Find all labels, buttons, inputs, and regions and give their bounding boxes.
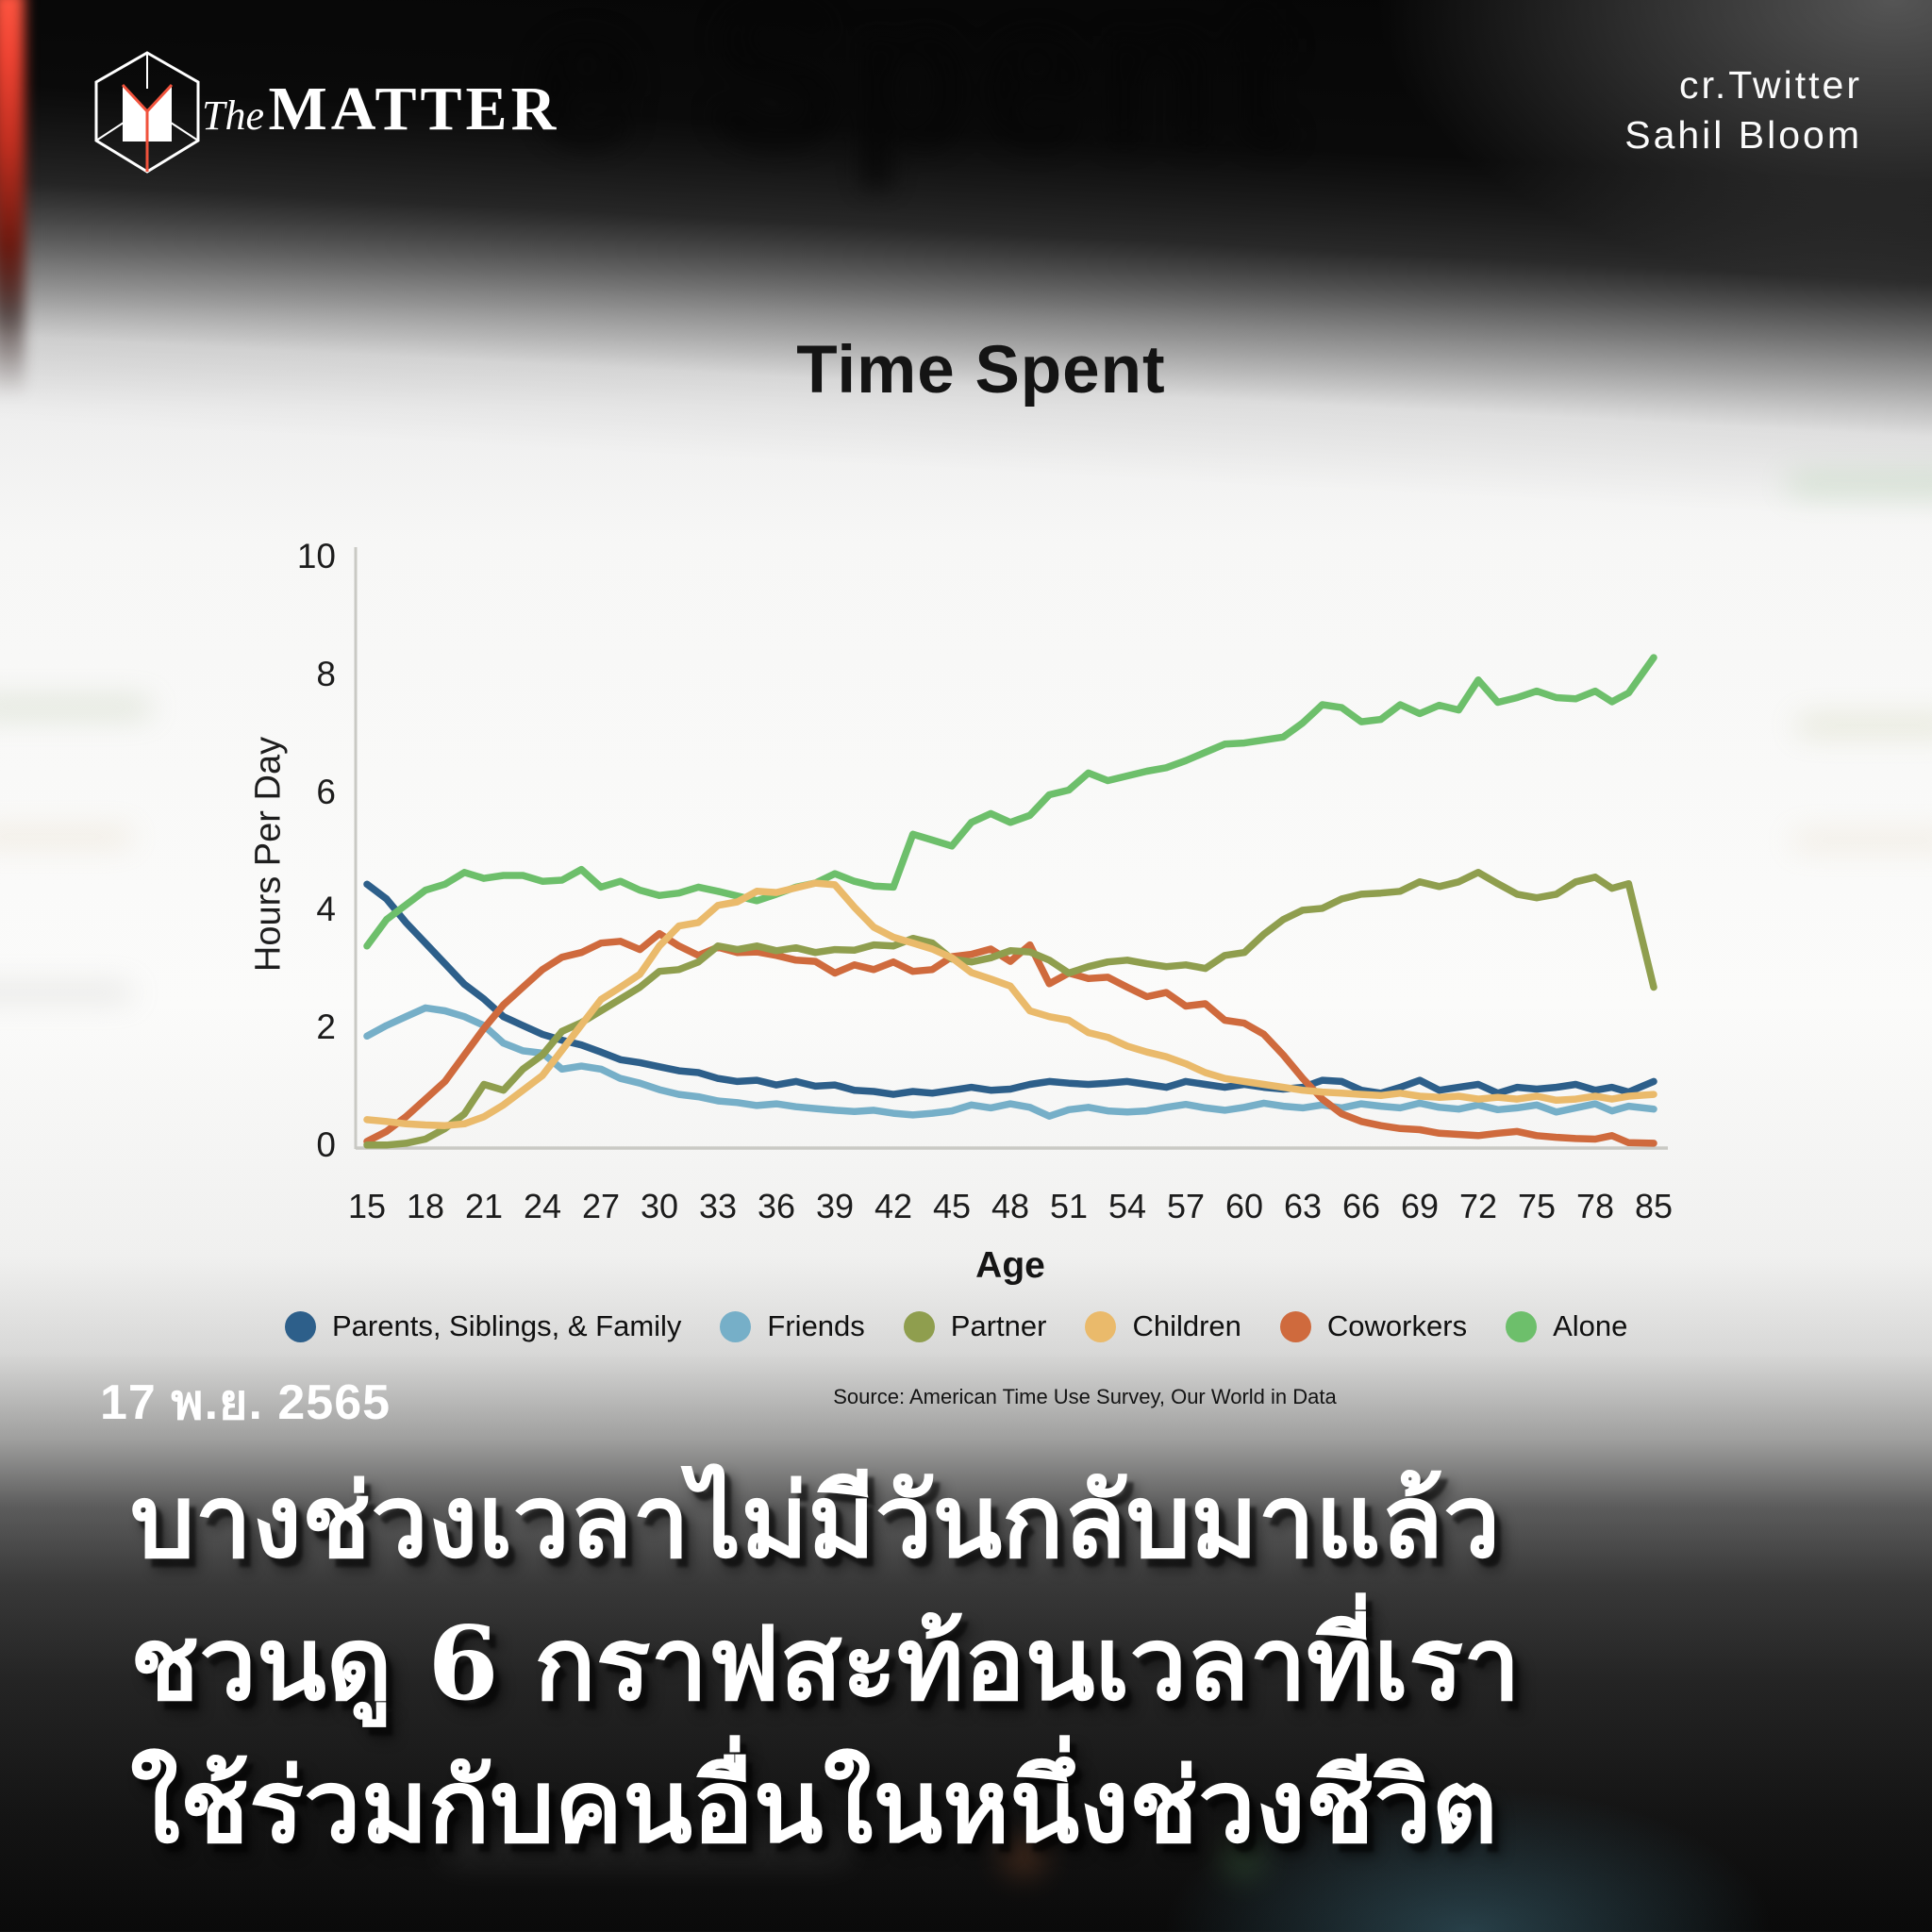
series-line-parents-siblings-family [363,880,1657,1098]
blur-ghost-line [0,700,151,715]
wordmark-matter: MATTER [268,75,560,143]
blur-ghost-line [0,830,132,843]
x-tick-label: 54 [1108,1187,1147,1225]
blur-ghost-line [1792,834,1932,847]
x-tick-label: 36 [757,1187,796,1225]
background-red-stripe [0,0,25,396]
background-blurred-title: e Spent [528,0,1298,189]
y-axis-title: Hours Per Day [248,736,289,973]
legend-label: Alone [1553,1309,1628,1342]
x-tick-label: 15 [347,1187,387,1225]
chart-legend: Parents, Siblings, & Family Friends Partne… [285,1309,1627,1343]
legend-item: Parents, Siblings, & Family [285,1309,681,1343]
headline-line-1: บางช่วงเวลาไม่มีวันกลับมาแล้ว [130,1462,1501,1581]
x-tick-label: 57 [1166,1187,1206,1225]
wordmark-the: The [202,92,264,139]
legend-item: Alone [1506,1309,1627,1343]
x-tick-label: 30 [640,1187,679,1225]
chart-title: Time Spent [796,333,1166,408]
x-tick-label: 51 [1049,1187,1089,1225]
x-tick-label: 72 [1458,1187,1498,1225]
x-tick-label: 21 [464,1187,504,1225]
legend-dot [1279,1310,1311,1342]
series-line-coworkers [363,929,1657,1147]
y-tick-label: 6 [316,772,336,811]
x-tick-label: 24 [523,1187,562,1225]
legend-label: Coworkers [1326,1309,1468,1342]
legend-label: Partner [950,1309,1047,1342]
series-line-partner [363,869,1657,1149]
x-tick-label: 60 [1224,1187,1264,1225]
legend-item: Partner [903,1309,1047,1343]
the-matter-logo-icon [94,51,200,174]
credit-line-2: Sahil Bloom [1624,113,1862,157]
y-tick-label: 0 [316,1125,336,1164]
legend-item: Children [1085,1309,1241,1343]
x-tick-label: 45 [932,1187,972,1225]
y-tick-label: 4 [316,890,336,929]
y-tick-label: 8 [316,654,336,693]
legend-dot [720,1310,752,1342]
headline: บางช่วงเวลาไม่มีวันกลับมาแล้ว ชวนดู 6 กร… [130,1451,1866,1878]
x-tick-label: 18 [406,1187,445,1225]
post-date: 17 พ.ย. 2565 [100,1375,391,1430]
credit-text: cr.Twitter Sahil Bloom [1624,60,1862,160]
headline-line-2: ชวนดู 6 กราฟสะท้อนเวลาที่เรา [130,1605,1521,1724]
credit-line-1: cr.Twitter [1678,63,1862,107]
legend-label: Children [1132,1309,1241,1342]
legend-item: Coworkers [1279,1309,1468,1343]
legend-label: Parents, Siblings, & Family [332,1309,682,1342]
legend-item: Friends [720,1309,865,1343]
x-tick-label: 63 [1283,1187,1323,1225]
blur-ghost-line [1788,476,1932,491]
x-tick-label: 48 [991,1187,1030,1225]
x-tick-label: 27 [581,1187,621,1225]
x-tick-label: 66 [1341,1187,1381,1225]
y-tick-label: 10 [296,537,336,575]
x-tick-label: 75 [1517,1187,1557,1225]
x-tick-label: 42 [874,1187,913,1225]
series-line-friends [363,1004,1657,1120]
x-axis-title: Age [975,1245,1045,1286]
logo-red-y [121,83,174,172]
blur-ghost-line [1797,719,1932,732]
legend-label: Friends [767,1309,865,1342]
legend-dot [1085,1310,1117,1342]
blur-ghost-line [0,986,132,999]
x-tick-label: 78 [1575,1187,1615,1225]
the-matter-wordmark: The MATTER [202,74,559,145]
legend-dot [285,1310,316,1342]
x-tick-label: 69 [1400,1187,1440,1225]
series-line-children [363,879,1657,1129]
headline-line-3: ใช้ร่วมกับคนอื่นในหนึ่งช่วงชีวิต [130,1747,1498,1866]
y-tick-label: 2 [316,1008,336,1047]
legend-dot [903,1310,935,1342]
x-tick-label: 39 [815,1187,855,1225]
source-note: Source: American Time Use Survey, Our Wo… [833,1385,1337,1408]
legend-dot [1506,1310,1538,1342]
x-tick-label: 33 [698,1187,738,1225]
x-tick-label: 85 [1634,1187,1674,1225]
series-line-alone [363,654,1657,950]
